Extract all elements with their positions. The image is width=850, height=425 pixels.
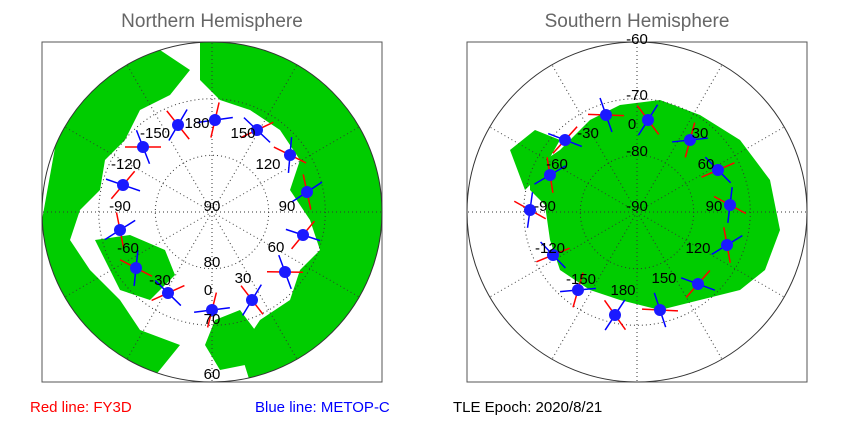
- longitude-label: 90: [279, 198, 296, 215]
- satellite-position: [684, 134, 696, 146]
- meridian: [551, 211, 638, 360]
- graticule: [42, 42, 807, 382]
- meridian: [636, 126, 785, 213]
- satellite-position: [559, 134, 571, 146]
- map-boundary: [466, 41, 808, 383]
- south-land: [510, 100, 780, 310]
- satellite-position: [301, 186, 313, 198]
- meridian: [489, 211, 638, 298]
- longitude-label: -90: [534, 198, 556, 215]
- satellite-position: [206, 304, 218, 316]
- longitude-label: 60: [268, 239, 285, 256]
- longitude-label: -30: [577, 125, 599, 142]
- satellite-position: [209, 114, 221, 126]
- longitude-label: 30: [692, 125, 709, 142]
- longitude-label: 90: [706, 198, 723, 215]
- satellite-position: [284, 149, 296, 161]
- tle-epoch: TLE Epoch: 2020/8/21: [453, 399, 602, 416]
- longitude-label: 120: [255, 156, 280, 173]
- satellite-position: [654, 304, 666, 316]
- satellite-tracks: [104, 97, 747, 331]
- latitude-ring: [98, 98, 326, 326]
- labels: Northern Hemisphere Southern Hemisphere -1…: [109, 11, 729, 383]
- latitude-label: -80: [626, 143, 648, 160]
- longitude-label: -30: [149, 272, 171, 289]
- satellite-position: [246, 294, 258, 306]
- meridian: [551, 64, 638, 213]
- satellite-position: [117, 179, 129, 191]
- satellite-position: [600, 109, 612, 121]
- longitude-label: -120: [111, 156, 141, 173]
- satellite-position: [130, 262, 142, 274]
- longitude-label: 180: [184, 115, 209, 132]
- satellite-position: [172, 119, 184, 131]
- longitude-label: 0: [204, 282, 212, 299]
- longitude-label: 30: [235, 270, 252, 287]
- satellite-position: [609, 309, 621, 321]
- satellite-position: [297, 229, 309, 241]
- longitude-label: 150: [230, 125, 255, 142]
- latitude-label: -90: [626, 198, 648, 215]
- meridian: [489, 126, 638, 213]
- meridian: [636, 211, 723, 360]
- satellite-position: [251, 124, 263, 136]
- satellite-position: [162, 287, 174, 299]
- meridian: [211, 126, 360, 213]
- satellite-position: [524, 204, 536, 216]
- satellite-position: [547, 249, 559, 261]
- satellite-position: [279, 266, 291, 278]
- longitude-label: -60: [117, 240, 139, 257]
- longitude-label: -90: [109, 198, 131, 215]
- satellite-position: [572, 284, 584, 296]
- satellite-position: [692, 278, 704, 290]
- satellite-position: [724, 199, 736, 211]
- longitude-label: -150: [566, 271, 596, 288]
- longitude-label: 180: [610, 282, 635, 299]
- longitude-label: -60: [546, 156, 568, 173]
- satellite-position: [712, 164, 724, 176]
- longitude-label: 120: [685, 240, 710, 257]
- meridian: [636, 64, 723, 213]
- satellite-position: [137, 141, 149, 153]
- panel-title: Northern Hemisphere: [121, 11, 303, 32]
- meridian: [64, 211, 213, 298]
- longitude-label: -150: [140, 125, 170, 142]
- meridian: [211, 64, 298, 213]
- meridian: [636, 211, 785, 298]
- panel-title: Southern Hemisphere: [545, 11, 730, 32]
- meridian: [64, 126, 213, 213]
- satellite-position: [114, 224, 126, 236]
- meridian: [126, 211, 213, 360]
- meridian: [211, 211, 298, 360]
- legend-blue: Blue line: METOP-C: [255, 399, 390, 416]
- satellite-position: [642, 114, 654, 126]
- latitude-label: -70: [626, 87, 648, 104]
- map-boundary: [41, 41, 383, 383]
- latitude-label: 70: [204, 311, 221, 328]
- legend-red: Red line: FY3D: [30, 399, 132, 416]
- longitude-label: 0: [628, 116, 636, 133]
- satellite-position: [721, 239, 733, 251]
- latitude-label: -60: [626, 31, 648, 48]
- longitude-label: 60: [698, 156, 715, 173]
- latitude-label: 60: [204, 366, 221, 383]
- satellite-position: [544, 169, 556, 181]
- meridian: [211, 211, 360, 298]
- longitude-label: -120: [535, 240, 565, 257]
- longitude-label: 150: [651, 270, 676, 287]
- latitude-label: 80: [204, 254, 221, 271]
- latitude-label: 90: [204, 198, 221, 215]
